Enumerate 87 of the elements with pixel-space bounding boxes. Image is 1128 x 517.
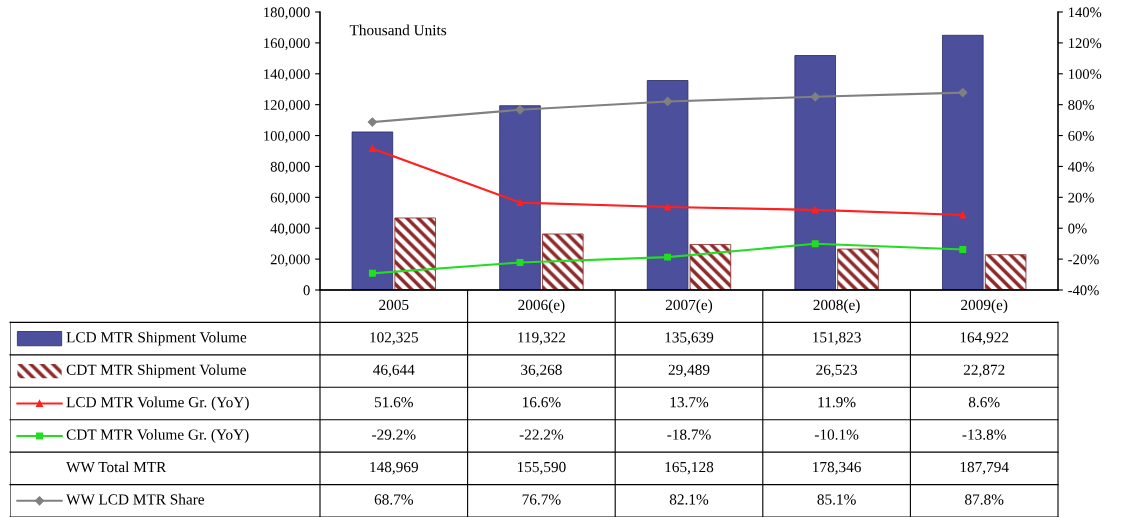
data-label: -22.2% [519, 429, 564, 440]
legend-label: LCD MTR Volume Gr. (YoY) [66, 396, 249, 411]
data-label: 87.8% [965, 494, 1004, 505]
y-tick-label: 120,000 [264, 100, 310, 112]
y-tick-label: 180,000 [264, 7, 310, 20]
legend-label: WW LCD MTR Share [66, 493, 205, 505]
bar [942, 34, 984, 290]
legend-label: LCD MTR Shipment Volume [66, 331, 247, 346]
y2-tick-label: -40% [1068, 285, 1099, 296]
data-label: 29,489 [668, 364, 710, 378]
bar [837, 248, 879, 290]
point [664, 253, 672, 261]
data-label: -13.8% [962, 429, 1006, 440]
point [368, 269, 376, 277]
y-tick-label: 160,000 [264, 38, 310, 51]
data-label: 11.9% [818, 397, 856, 408]
y2-tick-label: 20% [1068, 192, 1094, 203]
y-tick-label: 60,000 [270, 192, 310, 205]
point [516, 259, 524, 266]
y-tick-label: 20,000 [270, 254, 310, 267]
x-tick-label: 2008(e) [813, 299, 860, 314]
bar [394, 217, 436, 290]
point [811, 240, 819, 248]
data-label: 135,639 [665, 332, 714, 345]
point [810, 92, 820, 102]
annotation: Thousand Units [349, 24, 447, 36]
data-label: 13.7% [670, 397, 709, 408]
point [516, 199, 524, 207]
data-label: 76.7% [522, 494, 561, 505]
data-label: 16.6% [523, 397, 561, 408]
bar [542, 233, 584, 290]
text: WW Total MTR [66, 461, 167, 473]
data-label: -29.2% [372, 429, 416, 440]
y2-tick-label: 120% [1069, 38, 1102, 49]
y2-tick-label: 60% [1068, 130, 1094, 141]
text: 178,346 [813, 461, 861, 475]
x-tick-label: 2009(e) [961, 299, 1008, 314]
data-label: 68.7% [374, 494, 414, 505]
data-label: 26,523 [816, 364, 858, 378]
bar [646, 80, 689, 290]
y2-tick-label: -20% [1068, 254, 1099, 265]
point [959, 211, 967, 219]
text: 148,969 [370, 461, 418, 475]
data-label: 36,268 [521, 364, 562, 378]
data-label: 85.1% [817, 494, 856, 505]
legend-label: CDT MTR Volume Gr. (YoY) [66, 429, 249, 443]
data-label: 46,644 [373, 364, 415, 378]
data-label: -10.1% [814, 429, 859, 440]
data-label: 164,922 [960, 332, 1009, 345]
y-tick-label: 100,000 [264, 130, 310, 143]
bar [499, 105, 541, 290]
point [368, 145, 376, 153]
point [811, 206, 819, 214]
data-label: 151,823 [813, 332, 861, 345]
point [959, 246, 967, 254]
text: 187,794 [960, 461, 1009, 475]
data-label: 51.6% [374, 397, 414, 408]
data-label: -18.7% [667, 429, 711, 440]
data-label: 82.1% [669, 494, 709, 505]
text: 155,590 [517, 461, 566, 475]
y-tick-label: 140,000 [264, 69, 310, 82]
data-label: 22,872 [963, 364, 1005, 378]
legend-label: CDT MTR Shipment Volume [66, 364, 246, 378]
y2-tick-label: 80% [1068, 100, 1094, 110]
bar [984, 254, 1027, 290]
y2-tick-label: 0% [1068, 223, 1087, 234]
point [664, 203, 672, 211]
data-label: 102,325 [370, 332, 419, 345]
y2-tick-label: 140% [1069, 7, 1102, 18]
x-tick-label: 2005 [379, 299, 409, 311]
y2-tick-label: 40% [1068, 161, 1094, 172]
data-label: 8.6% [968, 397, 1000, 408]
point [662, 96, 673, 107]
text: 165,128 [665, 461, 714, 475]
y-tick-label: 40,000 [270, 223, 310, 236]
point [958, 87, 968, 98]
x-tick-label: 2007(e) [665, 299, 713, 314]
bar [794, 55, 836, 290]
bar [689, 244, 732, 290]
point [367, 117, 378, 127]
y-tick-label: 0 [303, 285, 310, 296]
y2-tick-label: 100% [1069, 69, 1102, 80]
point [515, 105, 525, 115]
data-label: 119,322 [518, 332, 566, 345]
x-tick-label: 2006(e) [518, 299, 565, 314]
y-tick-label: 80,000 [270, 161, 310, 174]
bar [351, 131, 394, 290]
